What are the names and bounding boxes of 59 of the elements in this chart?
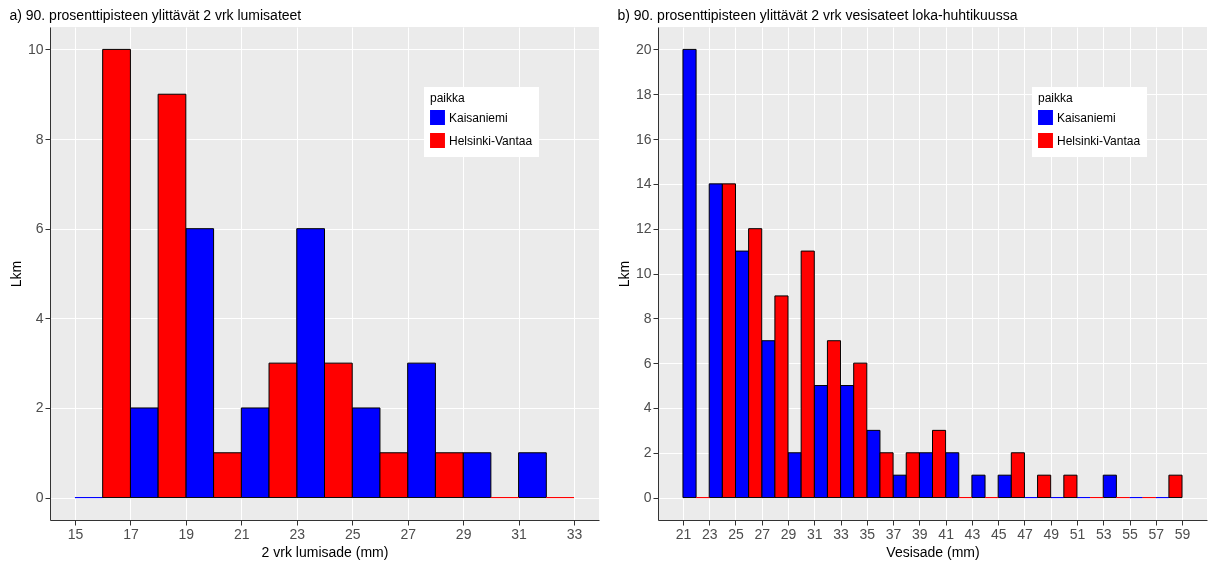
y-tick-label: 14 bbox=[635, 175, 652, 192]
x-tick-label: 23 bbox=[289, 525, 306, 542]
legend-label: Helsinki-Vantaa bbox=[1056, 133, 1140, 148]
x-tick-label: 17 bbox=[123, 525, 139, 542]
x-tick-label: 25 bbox=[727, 525, 744, 542]
y-tick-label: 20 bbox=[635, 40, 652, 57]
y-tick-label: 2 bbox=[35, 399, 44, 416]
x-tick-label: 29 bbox=[780, 525, 797, 542]
x-tick-label: 49 bbox=[1042, 525, 1059, 542]
chart-title: a) 90. prosenttipisteen ylittävät 2 vrk lumisateet bbox=[9, 7, 302, 23]
x-tick-label: 39 bbox=[911, 525, 928, 542]
x-tick-label: 27 bbox=[753, 525, 770, 542]
legend-title: paikka bbox=[1037, 91, 1073, 105]
y-tick-label: 16 bbox=[635, 130, 652, 147]
x-tick-label: 33 bbox=[566, 525, 583, 542]
x-axis-title: 2 vrk lumisade (mm) bbox=[261, 543, 389, 560]
x-tick-label: 37 bbox=[885, 525, 902, 542]
x-tick-label: 21 bbox=[675, 525, 691, 542]
x-tick-label: 19 bbox=[178, 525, 195, 542]
legend-title: paikka bbox=[430, 91, 466, 105]
y-tick-label: 8 bbox=[35, 130, 44, 147]
x-tick-label: 35 bbox=[859, 525, 875, 542]
x-tick-label: 27 bbox=[400, 525, 417, 542]
y-tick-label: 4 bbox=[35, 309, 44, 326]
legend-label: Kaisaniemi bbox=[449, 110, 508, 125]
y-tick-label: 12 bbox=[635, 220, 652, 237]
x-tick-label: 57 bbox=[1147, 525, 1164, 542]
chart-title: b) 90. prosenttipisteen ylittävät 2 vrk vesisateet loka-huhtikuussa bbox=[616, 7, 1018, 23]
x-tick-label: 23 bbox=[701, 525, 718, 542]
y-axis-title: Lkm bbox=[615, 260, 632, 288]
x-tick-label: 53 bbox=[1095, 525, 1112, 542]
y-axis-title: Lkm bbox=[7, 260, 24, 288]
y-tick-label: 10 bbox=[27, 40, 44, 57]
x-tick-label: 31 bbox=[806, 525, 823, 542]
x-tick-label: 43 bbox=[964, 525, 980, 542]
legend-label: Kaisaniemi bbox=[1056, 110, 1116, 125]
y-tick-label: 0 bbox=[35, 489, 44, 506]
x-axis-title: Vesisade (mm) bbox=[885, 543, 980, 560]
y-tick-label: 8 bbox=[643, 309, 652, 326]
x-tick-label: 59 bbox=[1174, 525, 1191, 542]
y-tick-label: 6 bbox=[35, 220, 44, 237]
legend-label: Helsinki-Vantaa bbox=[449, 133, 533, 148]
y-tick-label: 0 bbox=[643, 489, 652, 506]
x-tick-label: 31 bbox=[511, 525, 528, 542]
y-tick-label: 4 bbox=[643, 399, 652, 416]
x-tick-label: 33 bbox=[832, 525, 849, 542]
x-tick-label: 41 bbox=[937, 525, 954, 542]
x-tick-label: 45 bbox=[990, 525, 1007, 542]
x-tick-label: 15 bbox=[67, 525, 84, 542]
x-tick-label: 25 bbox=[344, 525, 361, 542]
y-tick-label: 2 bbox=[643, 444, 652, 461]
x-tick-label: 21 bbox=[234, 525, 250, 542]
y-tick-label: 6 bbox=[643, 354, 652, 371]
x-tick-label: 29 bbox=[455, 525, 472, 542]
x-tick-label: 47 bbox=[1016, 525, 1033, 542]
y-tick-label: 18 bbox=[635, 85, 652, 102]
x-tick-label: 55 bbox=[1121, 525, 1138, 542]
y-tick-label: 10 bbox=[635, 265, 652, 281]
x-tick-label: 51 bbox=[1069, 525, 1085, 542]
